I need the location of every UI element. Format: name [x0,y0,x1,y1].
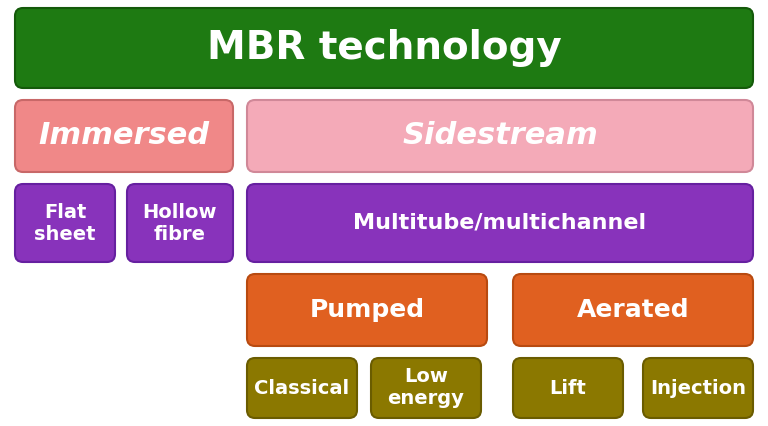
Text: Flat
sheet: Flat sheet [35,202,96,244]
FancyBboxPatch shape [513,274,753,346]
FancyBboxPatch shape [247,100,753,172]
Text: Injection: Injection [650,378,746,397]
FancyBboxPatch shape [247,184,753,262]
Text: Hollow
fibre: Hollow fibre [143,202,217,244]
FancyBboxPatch shape [127,184,233,262]
FancyBboxPatch shape [15,8,753,88]
Text: Low
energy: Low energy [388,368,465,409]
Text: MBR technology: MBR technology [207,29,561,67]
Text: Aerated: Aerated [577,298,690,322]
Text: Immersed: Immersed [38,121,210,150]
FancyBboxPatch shape [247,274,487,346]
Text: Classical: Classical [254,378,349,397]
FancyBboxPatch shape [15,184,115,262]
FancyBboxPatch shape [15,100,233,172]
Text: Multitube/multichannel: Multitube/multichannel [353,213,647,233]
FancyBboxPatch shape [513,358,623,418]
FancyBboxPatch shape [371,358,481,418]
Text: Lift: Lift [550,378,587,397]
Text: Pumped: Pumped [310,298,425,322]
Text: Sidestream: Sidestream [402,121,598,150]
FancyBboxPatch shape [247,358,357,418]
FancyBboxPatch shape [643,358,753,418]
